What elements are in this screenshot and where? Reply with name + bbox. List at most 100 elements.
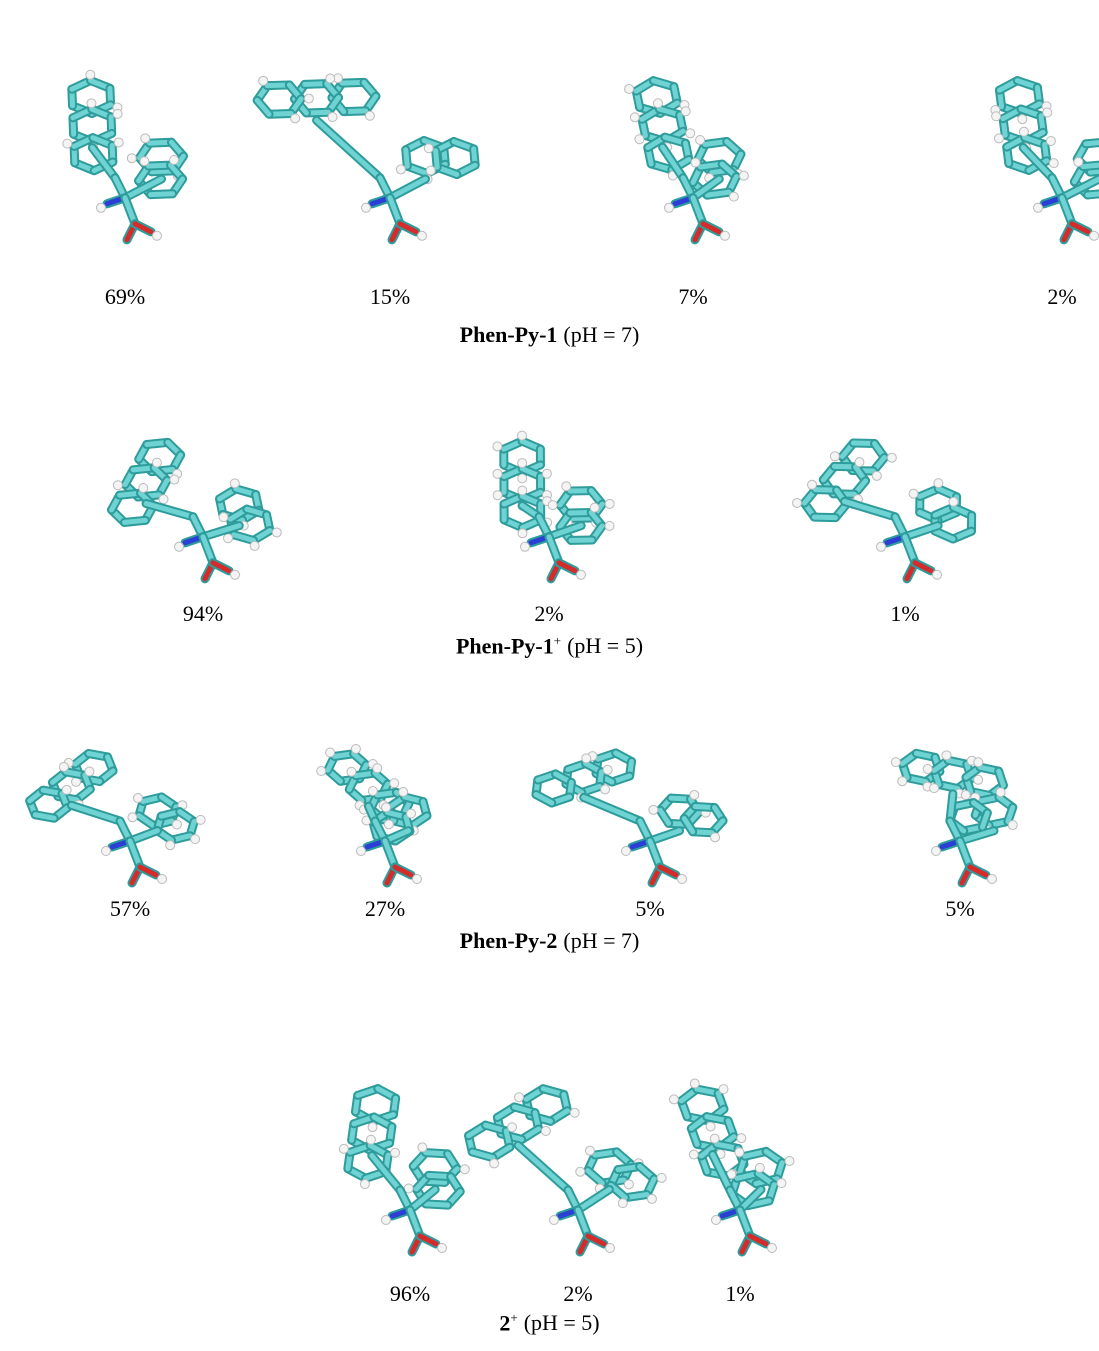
hydrogen	[830, 452, 839, 461]
hydrogen	[601, 785, 610, 794]
hydrogen	[140, 157, 149, 166]
bond	[578, 1190, 609, 1211]
bond	[584, 797, 640, 821]
hydrogen	[678, 875, 687, 884]
hydrogen	[887, 453, 896, 462]
hydrogen	[562, 482, 571, 491]
hydrogen	[665, 203, 674, 212]
hydrogen	[518, 529, 527, 538]
hydrogen	[706, 1122, 715, 1131]
hydrogen	[418, 231, 427, 240]
hydrogen	[518, 474, 527, 483]
hydrogen	[737, 1134, 746, 1143]
hydrogen	[158, 875, 167, 884]
hydrogen	[686, 129, 695, 138]
hydrogen	[1046, 136, 1055, 145]
bond	[1090, 170, 1099, 172]
conformer-percentage: 15%	[370, 284, 410, 310]
hydrogen	[328, 113, 337, 122]
hydrogen	[170, 156, 179, 165]
hydrogen	[1074, 157, 1083, 166]
conformer-percentage: 7%	[678, 284, 707, 310]
hydrogen	[493, 442, 502, 451]
hydrogen	[1034, 203, 1043, 212]
hydrogen	[191, 835, 200, 844]
hydrogen	[793, 498, 802, 507]
hydrogen	[317, 767, 326, 776]
hydrogen	[518, 431, 527, 440]
hydrogen	[114, 138, 123, 147]
hydrogen	[605, 499, 614, 508]
hydrogen	[996, 788, 1005, 797]
hydrogen	[739, 171, 748, 180]
hydrogen	[988, 875, 997, 884]
hydrogen	[86, 70, 95, 79]
hydrogen	[250, 541, 259, 550]
hydrogen	[63, 139, 72, 148]
hydrogen	[669, 1095, 678, 1104]
hydrogen	[649, 805, 658, 814]
hydrogen	[898, 777, 907, 786]
hydrogen	[128, 813, 137, 822]
hydrogen	[1090, 231, 1099, 240]
hydrogen	[696, 135, 705, 144]
bond	[814, 517, 835, 518]
compound-name: Phen-Py-2	[460, 928, 558, 953]
hydrogen	[460, 1165, 469, 1174]
compound-name: 2	[499, 1310, 510, 1335]
hydrogen	[326, 74, 335, 83]
panel-label: Phen-Py-2(pH = 7)	[0, 928, 1099, 954]
hydrogen	[406, 809, 415, 818]
hydrogen	[719, 1085, 728, 1094]
hydrogen	[259, 76, 268, 85]
hydrogen	[384, 820, 393, 829]
hydrogen	[909, 489, 918, 498]
hydrogen	[961, 791, 970, 800]
hydrogen	[426, 166, 435, 175]
hydrogen	[357, 847, 366, 856]
hydrogen	[515, 1093, 524, 1102]
conformer-percentage: 96%	[390, 1281, 430, 1307]
hydrogen	[347, 767, 356, 776]
hydrogen	[582, 754, 591, 763]
hydrogen	[930, 784, 939, 793]
hydrogen	[570, 1108, 579, 1117]
hydrogen	[974, 775, 983, 784]
hydrogen	[373, 764, 382, 773]
hydrogen	[339, 1144, 348, 1153]
bond	[1083, 165, 1099, 167]
bond	[406, 150, 408, 166]
hydrogen	[576, 1167, 585, 1176]
hydrogen	[102, 847, 111, 856]
hydrogen	[272, 528, 281, 537]
hydrogen	[622, 847, 631, 856]
hydrogen	[735, 1148, 744, 1157]
bond	[1088, 193, 1099, 195]
molecule-art	[0, 0, 1099, 1351]
hydrogen	[550, 1216, 559, 1225]
bond	[436, 151, 438, 167]
bond	[660, 810, 668, 823]
hydrogen	[172, 820, 181, 829]
hydrogen	[932, 847, 941, 856]
hydrogen	[933, 570, 942, 579]
hydrogen	[603, 765, 612, 774]
charge: +	[510, 1310, 517, 1325]
hydrogen	[493, 469, 502, 478]
bond	[390, 179, 426, 198]
hydrogen	[657, 1173, 666, 1182]
hydrogen	[577, 570, 586, 579]
hydrogen	[949, 497, 958, 506]
hydrogen	[113, 481, 122, 490]
hydrogen	[618, 1199, 627, 1208]
conformer-percentage: 2%	[1047, 284, 1076, 310]
hydrogen	[59, 762, 68, 771]
hydrogen	[1018, 115, 1027, 124]
hydrogen	[368, 1123, 377, 1132]
bond	[426, 1204, 448, 1205]
conformer-percentage: 1%	[725, 1281, 754, 1307]
hydrogen	[139, 484, 148, 493]
conformer-percentage: 1%	[890, 601, 919, 627]
hydrogen	[152, 458, 161, 467]
hydrogen	[418, 1143, 427, 1152]
